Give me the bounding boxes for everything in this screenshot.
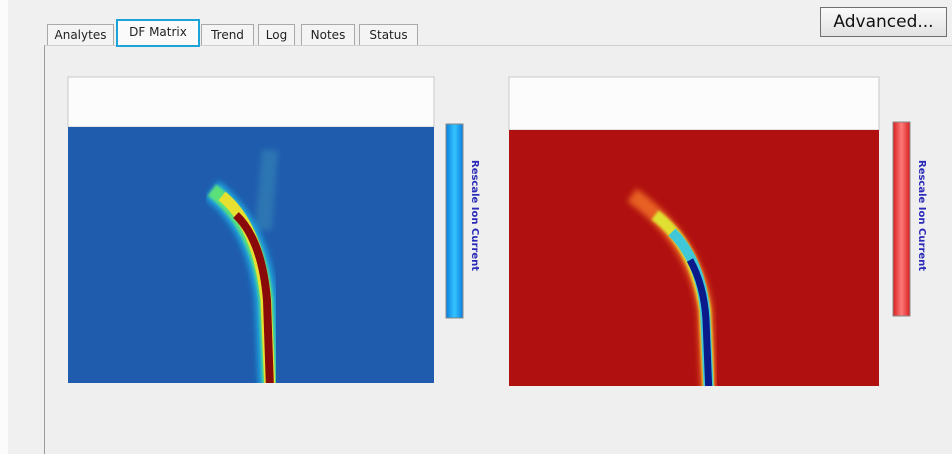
colorbar[interactable] xyxy=(892,121,911,317)
plot-header xyxy=(67,76,435,128)
tab[interactable]: Log xyxy=(258,24,295,45)
colorbar-label: Rescale Ion Current xyxy=(916,160,927,271)
left-margin xyxy=(0,0,8,454)
tab-selected[interactable]: DF Matrix xyxy=(116,19,200,47)
tab[interactable]: Trend xyxy=(201,24,254,45)
heatmap-trace xyxy=(627,188,717,386)
plot-header xyxy=(508,76,880,131)
tab[interactable]: Status xyxy=(359,24,418,45)
heatmap-trace xyxy=(205,150,281,383)
tab[interactable]: Analytes xyxy=(47,24,114,45)
tab[interactable]: Notes xyxy=(301,24,355,45)
colorbar[interactable] xyxy=(445,123,464,319)
advanced-button[interactable]: Advanced... xyxy=(820,7,947,37)
colorbar-label: Rescale Ion Current xyxy=(469,160,480,271)
